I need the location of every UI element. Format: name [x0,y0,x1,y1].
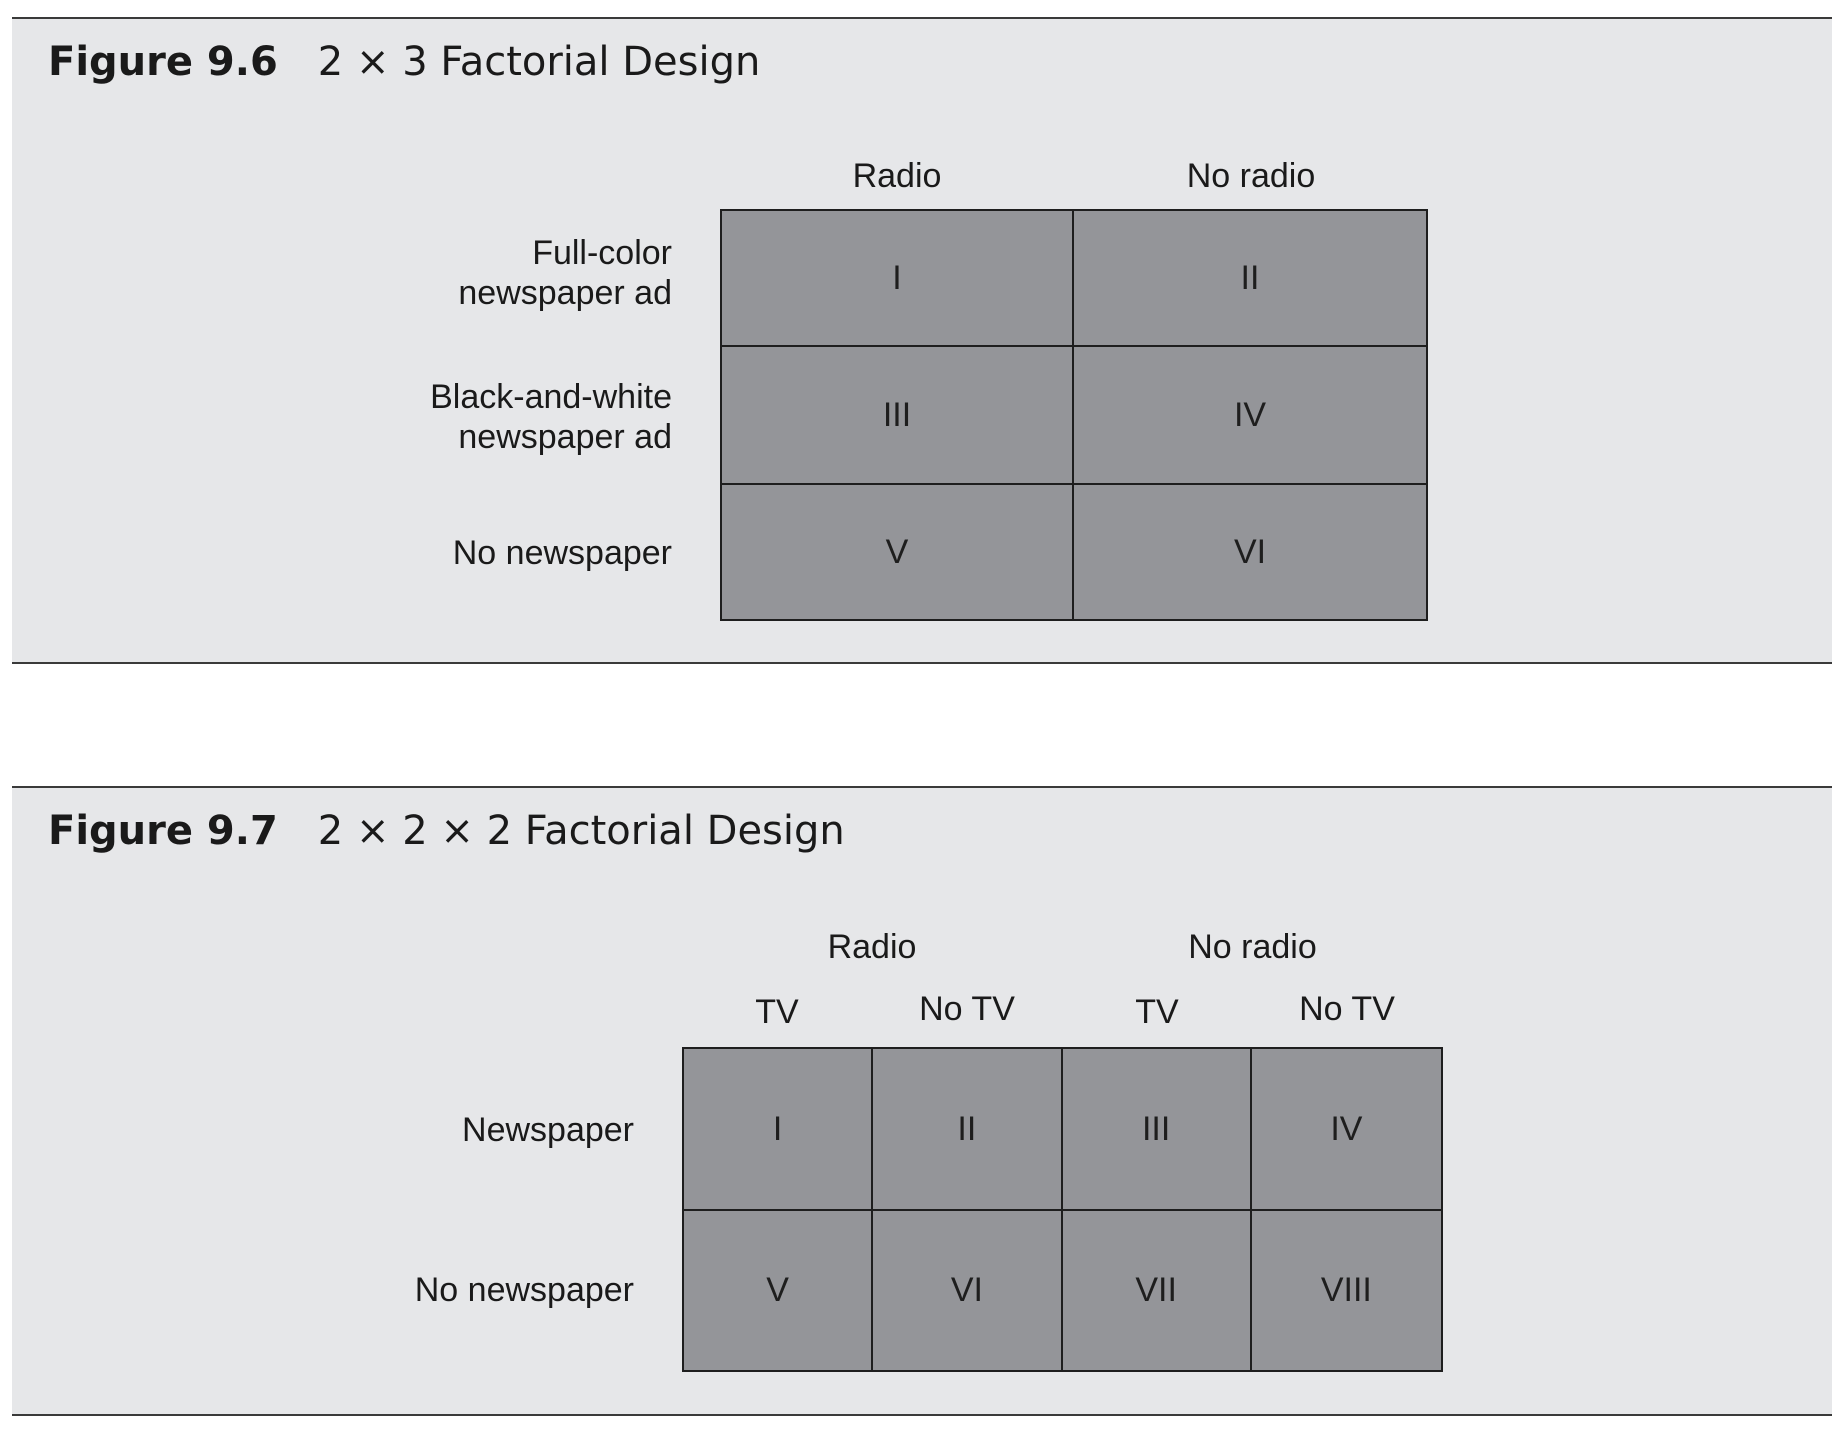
grid-cell: IV [1074,347,1426,485]
figure-number: Figure 9.6 [48,39,278,85]
grid-cell: VII [1063,1211,1252,1370]
figure-title: 2 × 2 × 2 Factorial Design [317,808,845,854]
design-grid: I II III IV V VI VII VIII [682,1047,1443,1372]
grid-cell: III [1062,1049,1252,1211]
row-header-full-color: Full-color newspaper ad [458,234,672,312]
grid-cell: I [684,1049,874,1211]
grid-cell: III [722,347,1074,485]
grid-cell: II [873,1049,1063,1211]
column-header-no-tv: No TV [919,990,1015,1028]
column-header-no-radio: No radio [1186,157,1316,195]
row-header-no-newspaper: No newspaper [414,1271,634,1309]
grid-cell: V [722,485,1074,619]
column-header-no-tv: No TV [1299,990,1395,1028]
grid-cell: II [1074,211,1426,347]
grid-cell: IV [1251,1049,1441,1211]
row-header-newspaper: Newspaper [462,1111,634,1149]
grid-cell: I [722,211,1074,347]
figure-number: Figure 9.7 [48,808,278,854]
grid-cell: VI [873,1211,1063,1370]
figure-title: 2 × 3 Factorial Design [317,39,761,85]
grid-cell: V [684,1211,874,1370]
column-group-no-radio: No radio [1188,928,1317,966]
design-grid: I II III IV V VI [720,209,1428,621]
figure-9-7-panel: Figure 9.7 2 × 2 × 2 Factorial Design Rad… [12,786,1832,1416]
row-header-black-white: Black-and-white newspaper ad [430,378,672,456]
figure-caption: Figure 9.6 2 × 3 Factorial Design [48,39,760,85]
column-header-tv: TV [1135,993,1179,1031]
column-header-radio: Radio [852,157,942,195]
column-header-tv: TV [755,993,799,1031]
row-header-no-newspaper: No newspaper [452,534,672,572]
grid-cell: VIII [1320,1271,1372,1309]
column-group-radio: Radio [827,928,917,966]
figure-9-6-panel: Figure 9.6 2 × 3 Factorial Design Radio N… [12,17,1832,664]
grid-cell: VI [1233,532,1267,571]
figure-caption: Figure 9.7 2 × 2 × 2 Factorial Design [48,808,845,854]
